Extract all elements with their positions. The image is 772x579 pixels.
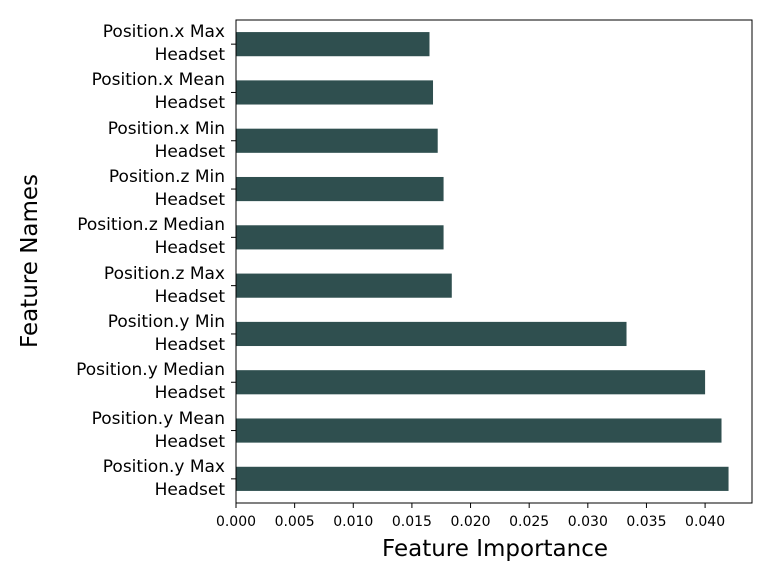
y-tick-label: Position.z Median Headset	[77, 215, 225, 259]
bar	[236, 80, 434, 105]
x-tick-label: 0.035	[626, 514, 666, 530]
x-tick-label: 0.010	[333, 514, 373, 530]
plot-frame	[235, 19, 753, 504]
bar	[236, 370, 706, 395]
y-tick-label: Position.y Max Headset	[102, 456, 225, 500]
x-tick-label: 0.015	[392, 514, 432, 530]
y-tick-label: Position.x Mean Headset	[91, 70, 225, 114]
y-tick-label: Position.z Max Headset	[103, 263, 225, 307]
x-tick-label: 0.000	[216, 514, 256, 530]
y-tick-label: Position.x Max Headset	[102, 22, 225, 66]
x-tick-label: 0.020	[450, 514, 490, 530]
bar	[236, 176, 444, 202]
x-tick-label: 0.040	[685, 514, 725, 530]
bar	[236, 321, 627, 347]
y-tick-label: Position.y Median Headset	[76, 360, 225, 404]
x-tick-label: 0.030	[568, 514, 608, 530]
x-axis-label: Feature Importance	[382, 536, 608, 562]
y-axis-label: Feature Names	[17, 174, 43, 348]
bar	[236, 418, 722, 443]
y-tick-label: Position.y Mean Headset	[91, 408, 225, 452]
bar	[236, 466, 729, 491]
bar	[236, 273, 452, 298]
x-tick-label: 0.005	[275, 514, 315, 530]
y-tick-label: Position.x Min Headset	[107, 118, 225, 162]
bar	[236, 32, 430, 57]
x-tick-label: 0.025	[509, 514, 549, 530]
bar	[236, 225, 444, 250]
y-tick-label: Position.y Min Headset	[107, 311, 225, 355]
bar	[236, 128, 438, 153]
y-tick-label: Position.z Min Headset	[108, 167, 225, 211]
